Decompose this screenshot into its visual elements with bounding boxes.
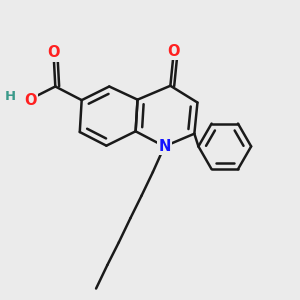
Text: N: N xyxy=(158,139,171,154)
Text: H: H xyxy=(5,90,16,103)
Text: O: O xyxy=(47,45,60,60)
Text: O: O xyxy=(24,93,37,108)
Text: O: O xyxy=(167,44,180,59)
